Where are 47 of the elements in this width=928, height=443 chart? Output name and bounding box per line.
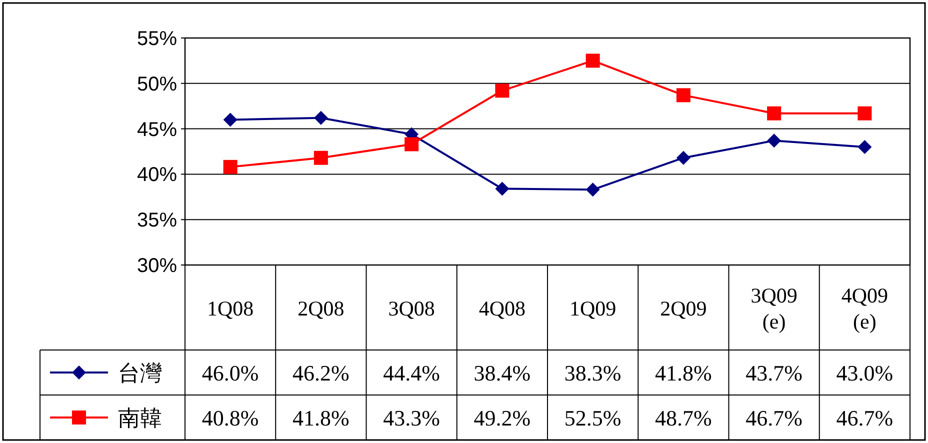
data-label: 38.4% xyxy=(474,360,531,386)
y-tick-label: 55% xyxy=(136,28,178,50)
point xyxy=(767,106,782,120)
point xyxy=(676,150,690,165)
data-label: 46.0% xyxy=(202,360,259,386)
point xyxy=(495,182,510,196)
data-label: 46.7% xyxy=(836,406,894,430)
data-label: 48.7% xyxy=(655,406,712,430)
y-tick-label: 35% xyxy=(136,210,178,232)
y-tick-label: 50% xyxy=(136,73,178,96)
y-tick-label: 45% xyxy=(136,118,178,141)
data-label: 40.8% xyxy=(202,406,259,430)
point xyxy=(314,150,328,165)
x-tick-label: 3Q08 xyxy=(388,296,435,320)
data-label: 43.7% xyxy=(746,360,802,386)
data-label: 49.2% xyxy=(474,406,531,430)
point xyxy=(495,84,510,98)
point xyxy=(404,137,419,152)
data-label: 38.3% xyxy=(564,360,622,386)
point xyxy=(676,88,690,102)
point xyxy=(858,140,872,154)
data-label: 44.4% xyxy=(383,360,440,386)
data-label: 43.0% xyxy=(836,360,894,386)
point xyxy=(314,110,328,125)
y-tick-label: 30% xyxy=(136,255,178,277)
legend-label: 台灣 xyxy=(118,360,162,386)
point xyxy=(223,112,238,127)
x-tick-label: 1Q09 xyxy=(569,296,616,320)
data-label: 43.3% xyxy=(383,406,440,430)
data-label: 46.7% xyxy=(746,406,802,430)
legend-label: 南韓 xyxy=(118,406,162,430)
x-tick-label: 4Q09 (e) xyxy=(841,284,888,334)
point xyxy=(586,182,600,197)
data-label: 52.5% xyxy=(564,406,622,430)
data-label: 46.2% xyxy=(292,360,350,386)
x-tick-label: 2Q09 xyxy=(660,296,707,320)
x-tick-label: 2Q08 xyxy=(298,296,344,320)
point xyxy=(586,54,600,68)
point xyxy=(223,160,238,174)
x-tick-label: 3Q09 (e) xyxy=(750,284,798,334)
data-label: 41.8% xyxy=(292,406,350,430)
point xyxy=(858,106,872,120)
point xyxy=(767,134,782,148)
x-tick-label: 1Q08 xyxy=(206,296,254,320)
data-label: 41.8% xyxy=(655,360,712,386)
x-tick-label: 4Q08 xyxy=(478,296,526,320)
y-tick-label: 40% xyxy=(136,164,178,186)
